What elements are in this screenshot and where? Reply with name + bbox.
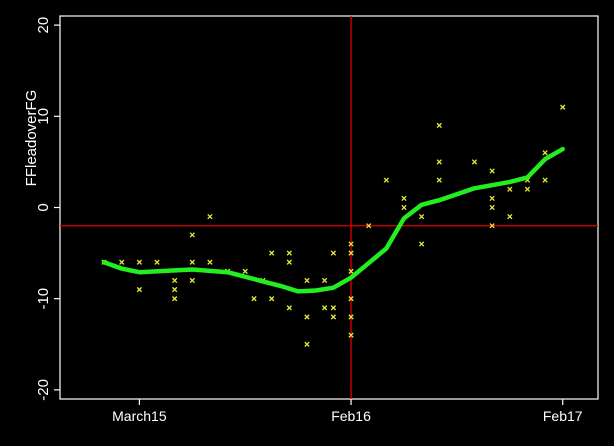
data-point: [348, 250, 354, 256]
data-point: [136, 259, 143, 265]
data-point: [269, 296, 275, 302]
data-point: [119, 259, 125, 265]
data-point: [304, 314, 310, 320]
x-tick-label: Feb16: [331, 408, 371, 424]
data-point: [489, 223, 495, 229]
data-point: [507, 213, 513, 220]
data-point: [286, 259, 292, 265]
data-point: [154, 259, 160, 265]
data-point: [560, 104, 566, 110]
data-point: [207, 213, 213, 220]
data-point: [401, 204, 407, 211]
data-point: [383, 177, 389, 183]
data-point: [542, 150, 548, 156]
data-point: [348, 296, 354, 302]
data-point: [330, 250, 337, 256]
data-point: [348, 241, 354, 247]
data-point: [489, 195, 495, 202]
data-point: [348, 268, 354, 274]
data-point: [304, 341, 310, 347]
y-tick-label: -20: [35, 379, 52, 401]
y-tick-label: -10: [35, 288, 52, 310]
data-point: [269, 250, 275, 256]
data-point: [489, 168, 495, 174]
data-point: [330, 305, 337, 311]
data-point: [418, 213, 425, 220]
data-point: [242, 268, 248, 274]
x-tick-label: Feb17: [543, 408, 583, 424]
y-tick-label: 10: [35, 108, 52, 125]
y-tick-label: 0: [35, 203, 52, 211]
data-point: [171, 286, 178, 293]
data-point: [171, 277, 178, 284]
data-point: [542, 177, 548, 183]
data-point: [418, 241, 425, 247]
data-point: [366, 223, 372, 229]
smoothed-trend-line: [101, 146, 565, 294]
data-point: [524, 186, 531, 192]
data-point: [286, 250, 292, 256]
data-point: [251, 296, 257, 302]
data-point: [348, 314, 354, 320]
data-point: [330, 314, 337, 320]
data-point: [348, 332, 354, 338]
data-point: [401, 195, 407, 202]
data-point: [436, 177, 442, 183]
data-point: [189, 277, 195, 284]
y-tick-label: 20: [35, 17, 52, 34]
data-point: [207, 259, 213, 265]
data-point: [436, 122, 442, 129]
data-point: [171, 296, 178, 302]
data-point: [189, 259, 195, 265]
data-point: [489, 204, 495, 211]
data-point: [436, 159, 442, 165]
data-point: [189, 232, 195, 238]
data-point: [286, 305, 292, 311]
data-point: [136, 286, 143, 293]
data-point: [471, 159, 478, 165]
y-axis-label: FFleadoverFG: [23, 90, 40, 187]
data-point: [304, 277, 310, 284]
data-point: [321, 305, 328, 311]
x-tick-label: March15: [112, 408, 167, 424]
data-point: [507, 186, 513, 192]
data-point: [321, 277, 328, 284]
